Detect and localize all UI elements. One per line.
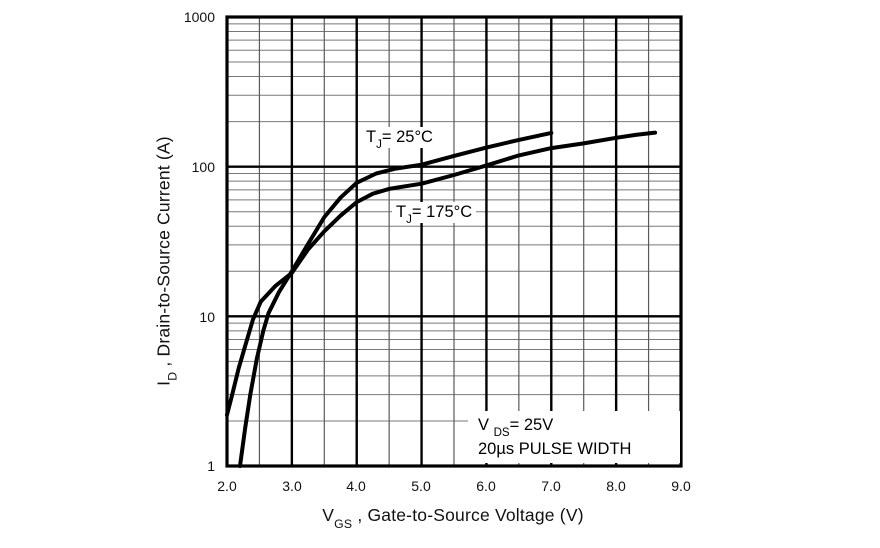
y-axis-symbol-subscript: D — [165, 371, 179, 381]
curve-label-tj-175c: TJ= 175°C — [392, 202, 477, 226]
x-axis-title-text: , Gate-to-Source Voltage (V) — [352, 505, 584, 525]
y-tick-10: 10 — [199, 309, 215, 325]
curve-label-tj-25c: TJ= 25°C — [362, 127, 437, 151]
plot-border — [225, 15, 683, 468]
curve-tj-25c — [238, 130, 554, 468]
condition-vds: V DS= 25V — [478, 416, 554, 440]
x-axis-title: VGS , Gate-to-Source Voltage (V) — [322, 505, 584, 530]
x-tick-4: 4.0 — [346, 478, 366, 494]
y-tick-1: 1 — [207, 458, 215, 474]
x-tick-6: 6.0 — [476, 478, 496, 494]
x-tick-5: 5.0 — [411, 478, 431, 494]
curve-tj-175c — [225, 130, 658, 417]
x-tick-2: 2.0 — [217, 478, 237, 494]
condition-pulse-width: 20µs PULSE WIDTH — [478, 440, 632, 458]
x-tick-8: 8.0 — [606, 478, 626, 494]
y-axis-title: ID , Drain-to-Source Current (A) — [153, 136, 180, 386]
y-tick-1000: 1000 — [183, 9, 215, 25]
y-tick-100: 100 — [191, 159, 215, 175]
test-conditions-annotation: V DS= 25V 20µs PULSE WIDTH — [468, 411, 680, 463]
x-tick-9: 9.0 — [671, 478, 691, 494]
y-axis-title-text: , Drain-to-Source Current (A) — [153, 136, 174, 372]
x-axis-symbol-subscript: GS — [334, 516, 353, 531]
y-axis-symbol: I — [153, 380, 174, 386]
x-axis-symbol: V — [322, 505, 335, 525]
x-tick-3: 3.0 — [282, 478, 302, 494]
x-tick-7: 7.0 — [541, 478, 561, 494]
